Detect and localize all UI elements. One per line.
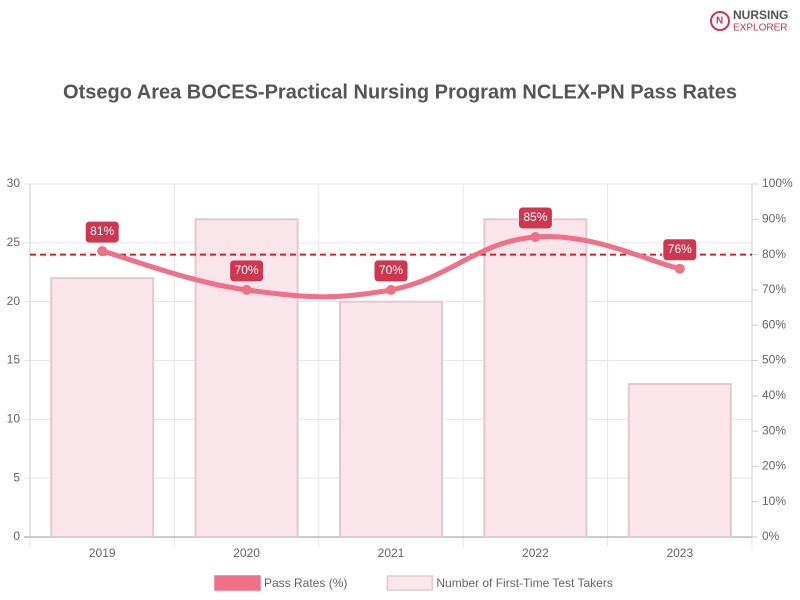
point <box>241 284 252 295</box>
y-tick-label: 5 <box>13 470 20 484</box>
bar <box>627 383 732 538</box>
y2-tick-label: 90% <box>762 211 786 225</box>
legend-item: Number of First-Time Test Takers <box>386 575 613 591</box>
logo-line2: EXPLORER <box>733 23 787 34</box>
y-tick-label: 30 <box>7 176 21 190</box>
legend-item: Pass Rates (%) <box>214 575 347 591</box>
x-tick-label: 2019 <box>89 546 116 560</box>
y2-tick-label: 10% <box>762 494 786 508</box>
x-tick-label: 2022 <box>522 546 549 560</box>
point <box>530 231 541 242</box>
x-tick-label: 2023 <box>666 546 693 560</box>
y2-tick-label: 50% <box>762 353 786 367</box>
logo-icon-text: N <box>716 16 723 27</box>
logo: N NURSING EXPLORER <box>710 8 788 34</box>
y2-tick-label: 100% <box>762 176 793 190</box>
legend-swatch <box>386 575 434 591</box>
y2-tick-label: 60% <box>762 317 786 331</box>
value-label: 85% <box>523 210 547 224</box>
value-label: 76% <box>668 242 692 256</box>
y2-tick-label: 20% <box>762 459 786 473</box>
value-label-box <box>373 259 409 283</box>
y-tick-label: 15 <box>7 353 21 367</box>
y-tick-label: 25 <box>7 235 21 249</box>
bar <box>339 300 443 538</box>
value-label: 70% <box>235 263 259 277</box>
y2-tick-label: 30% <box>762 423 786 437</box>
y-tick-label: 20 <box>7 294 21 308</box>
x-tick-label: 2021 <box>378 546 405 560</box>
chart-title: Otsego Area BOCES-Practical Nursing Prog… <box>63 81 737 103</box>
y2-tick-label: 40% <box>762 388 786 402</box>
y2-tick-label: 80% <box>762 247 786 261</box>
point <box>674 263 685 274</box>
x-tick-label: 2020 <box>233 546 260 560</box>
value-label-box <box>229 259 265 283</box>
legend-label: Number of First-Time Test Takers <box>436 576 612 590</box>
value-label-box <box>662 238 698 262</box>
value-label-box <box>84 220 120 244</box>
legend-label: Pass Rates (%) <box>264 576 347 590</box>
logo-line1: NURSING <box>733 8 788 22</box>
y2-tick-label: 70% <box>762 282 786 296</box>
point <box>97 246 108 257</box>
y2-tick-label: 0% <box>762 529 780 543</box>
legend-swatch <box>214 575 261 591</box>
logo-icon <box>710 11 730 31</box>
value-label: 70% <box>379 263 403 277</box>
value-label-box <box>517 206 553 230</box>
y-tick-label: 0 <box>13 529 20 543</box>
bar <box>50 277 155 538</box>
bar <box>483 218 588 539</box>
value-label: 81% <box>90 224 114 238</box>
y-tick-label: 10 <box>7 412 21 426</box>
point <box>386 284 396 295</box>
